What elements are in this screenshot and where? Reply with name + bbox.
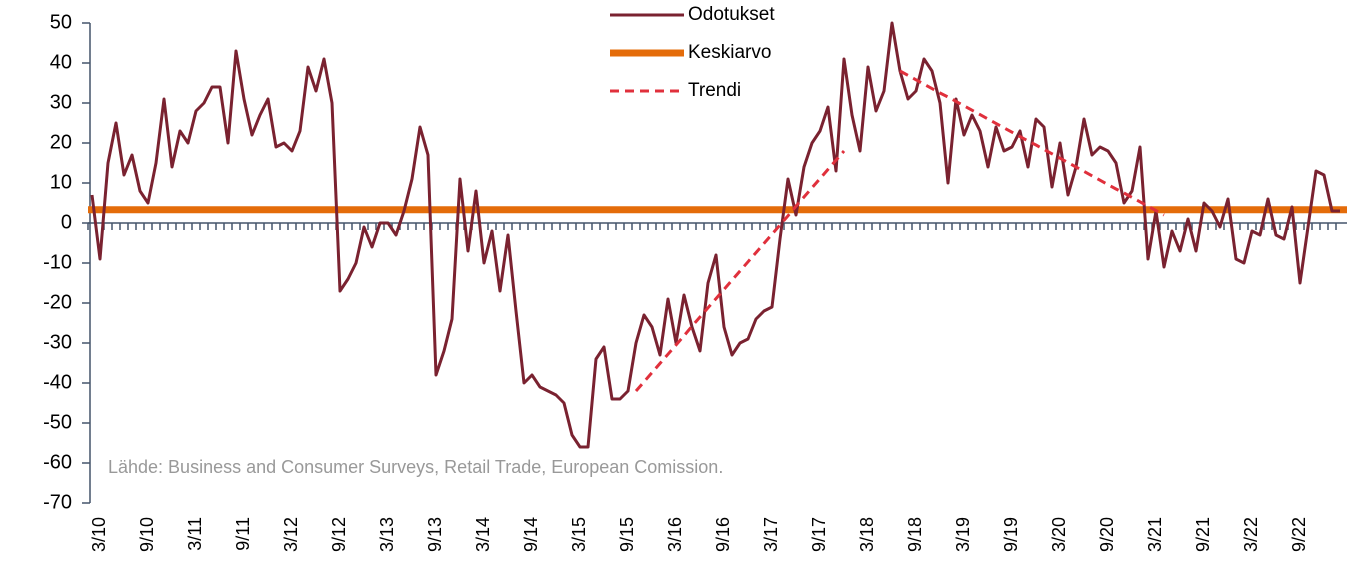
x-tick-label: 3/15 [569, 517, 589, 552]
x-tick-label: 9/20 [1097, 517, 1117, 552]
x-tick-label: 9/12 [329, 517, 349, 552]
x-tick-label: 9/22 [1289, 517, 1309, 552]
y-tick-label: -30 [43, 331, 72, 353]
series-line [899, 69, 1165, 217]
x-tick-label: 3/18 [857, 517, 877, 552]
series-line [634, 150, 846, 392]
x-tick-label: 9/21 [1193, 517, 1213, 552]
x-tick-label: 3/21 [1145, 517, 1165, 552]
y-tick-label: 10 [50, 171, 72, 193]
x-tick-label: 3/13 [377, 517, 397, 552]
legend-label: Odotukset [688, 4, 775, 25]
y-tick-label: -20 [43, 291, 72, 313]
x-tick-label: 9/13 [425, 517, 445, 552]
x-tick-label: 3/16 [665, 517, 685, 552]
x-tick-label: 9/15 [617, 517, 637, 552]
x-tick-label: 3/19 [953, 517, 973, 552]
x-tick-label: 9/17 [809, 517, 829, 552]
y-tick-label: -50 [43, 411, 72, 433]
y-tick-label: -40 [43, 371, 72, 393]
x-tick-label: 9/18 [905, 517, 925, 552]
legend-label: Trendi [688, 80, 741, 101]
series-line [90, 21, 1340, 449]
x-tick-label: 3/20 [1049, 517, 1069, 552]
x-tick-label: 9/19 [1001, 517, 1021, 552]
y-tick-label: 0 [61, 211, 72, 233]
y-tick-label: -70 [43, 491, 72, 513]
x-tick-label: 9/11 [233, 517, 253, 551]
y-tick-label: -10 [43, 251, 72, 273]
x-tick-label: 3/10 [89, 517, 109, 552]
y-tick-label: 50 [50, 11, 72, 33]
x-tick-label: 3/12 [281, 517, 301, 552]
y-tick-label: 30 [50, 91, 72, 113]
x-tick-label: 3/17 [761, 517, 781, 552]
x-tick-label: 9/14 [521, 517, 541, 552]
y-tick-label: 20 [50, 131, 72, 153]
y-tick-label: -60 [43, 451, 72, 473]
source-note: Lähde: Business and Consumer Surveys, Re… [108, 457, 723, 477]
x-tick-label: 9/10 [137, 517, 157, 552]
y-tick-label: 40 [50, 51, 72, 73]
x-tick-label: 3/22 [1241, 517, 1261, 552]
legend-label: Keskiarvo [688, 42, 771, 63]
x-tick-label: 3/14 [473, 517, 493, 552]
x-tick-label: 3/11 [185, 517, 205, 551]
x-tick-label: 9/16 [713, 517, 733, 552]
